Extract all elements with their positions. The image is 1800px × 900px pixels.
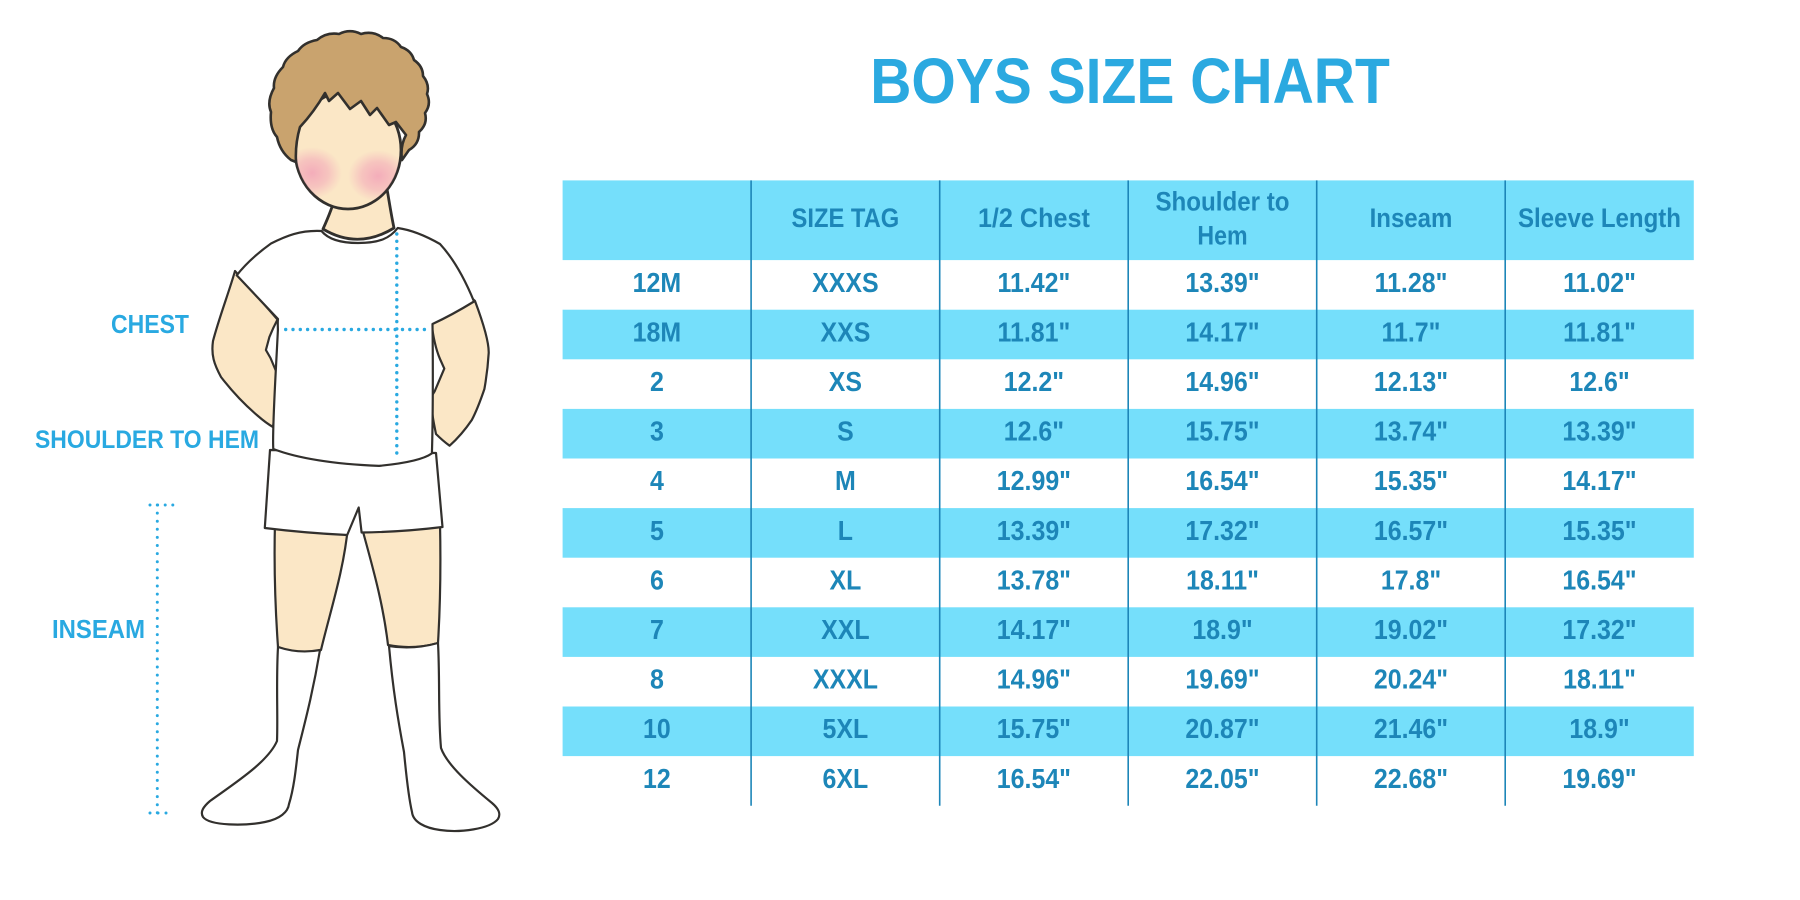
svg-text:CHEST: CHEST	[111, 309, 189, 339]
svg-text:12.2": 12.2"	[1004, 366, 1064, 397]
svg-text:18.9": 18.9"	[1192, 614, 1252, 645]
svg-text:14.96": 14.96"	[1185, 366, 1259, 397]
svg-text:M: M	[835, 465, 856, 496]
svg-text:XXXL: XXXL	[813, 664, 878, 695]
svg-text:L: L	[838, 515, 853, 546]
svg-text:7: 7	[650, 614, 664, 645]
svg-text:20.87": 20.87"	[1185, 713, 1259, 744]
svg-text:5XL: 5XL	[823, 713, 869, 744]
svg-text:22.05": 22.05"	[1185, 763, 1259, 794]
svg-text:11.81": 11.81"	[998, 316, 1071, 347]
svg-text:11.7": 11.7"	[1382, 316, 1441, 347]
svg-text:Shoulder to: Shoulder to	[1155, 187, 1289, 217]
svg-text:16.54": 16.54"	[1185, 465, 1259, 496]
svg-text:XL: XL	[830, 564, 862, 595]
svg-text:12: 12	[643, 763, 671, 794]
svg-text:17.32": 17.32"	[1185, 515, 1259, 546]
svg-text:14.96": 14.96"	[997, 664, 1071, 695]
svg-text:XS: XS	[829, 366, 862, 397]
svg-text:4: 4	[650, 465, 664, 496]
svg-text:13.39": 13.39"	[997, 515, 1071, 546]
svg-text:XXS: XXS	[820, 316, 870, 347]
svg-text:13.74": 13.74"	[1374, 416, 1448, 447]
svg-text:18.9": 18.9"	[1569, 713, 1629, 744]
svg-text:13.78": 13.78"	[997, 564, 1071, 595]
svg-text:14.17": 14.17"	[1562, 465, 1636, 496]
svg-text:Hem: Hem	[1197, 220, 1247, 250]
svg-text:14.17": 14.17"	[1185, 316, 1259, 347]
svg-text:INSEAM: INSEAM	[52, 614, 145, 644]
svg-text:1/2 Chest: 1/2 Chest	[978, 203, 1090, 233]
svg-text:BOYS SIZE CHART: BOYS SIZE CHART	[870, 45, 1390, 117]
svg-text:11.81": 11.81"	[1563, 316, 1636, 347]
svg-text:19.69": 19.69"	[1185, 664, 1259, 695]
svg-text:12.6": 12.6"	[1004, 416, 1064, 447]
svg-text:12.13": 12.13"	[1374, 366, 1448, 397]
svg-text:15.35": 15.35"	[1374, 465, 1448, 496]
svg-text:12.6": 12.6"	[1569, 366, 1629, 397]
svg-text:17.32": 17.32"	[1562, 614, 1636, 645]
svg-text:12M: 12M	[633, 267, 682, 298]
svg-text:2: 2	[650, 366, 664, 397]
svg-text:13.39": 13.39"	[1562, 416, 1636, 447]
svg-text:10: 10	[643, 713, 671, 744]
svg-text:18M: 18M	[633, 316, 682, 347]
svg-text:11.42": 11.42"	[998, 267, 1071, 298]
svg-text:Sleeve Length: Sleeve Length	[1518, 203, 1681, 233]
svg-text:16.57": 16.57"	[1374, 515, 1448, 546]
svg-text:14.17": 14.17"	[997, 614, 1071, 645]
svg-text:5: 5	[650, 515, 664, 546]
svg-text:XXXS: XXXS	[812, 267, 879, 298]
svg-text:15.75": 15.75"	[1185, 416, 1259, 447]
svg-text:XXL: XXL	[821, 614, 870, 645]
svg-text:15.75": 15.75"	[997, 713, 1071, 744]
svg-text:6: 6	[650, 564, 664, 595]
svg-text:16.54": 16.54"	[1562, 564, 1636, 595]
svg-text:11.28": 11.28"	[1375, 267, 1448, 298]
svg-text:20.24": 20.24"	[1374, 664, 1448, 695]
svg-text:S: S	[837, 416, 854, 447]
svg-text:3: 3	[650, 416, 664, 447]
svg-text:22.68": 22.68"	[1374, 763, 1448, 794]
svg-text:SIZE TAG: SIZE TAG	[792, 203, 900, 233]
svg-text:11.02": 11.02"	[1563, 267, 1636, 298]
svg-text:12.99": 12.99"	[997, 465, 1071, 496]
svg-text:18.11": 18.11"	[1186, 564, 1259, 595]
svg-text:6XL: 6XL	[823, 763, 869, 794]
svg-text:21.46": 21.46"	[1374, 713, 1448, 744]
svg-text:Inseam: Inseam	[1370, 203, 1453, 233]
svg-text:13.39": 13.39"	[1185, 267, 1259, 298]
svg-text:8: 8	[650, 664, 664, 695]
svg-text:19.69": 19.69"	[1562, 763, 1636, 794]
svg-text:17.8": 17.8"	[1381, 564, 1441, 595]
svg-text:18.11": 18.11"	[1563, 664, 1636, 695]
svg-text:16.54": 16.54"	[997, 763, 1071, 794]
svg-text:15.35": 15.35"	[1562, 515, 1636, 546]
svg-text:19.02": 19.02"	[1374, 614, 1448, 645]
svg-text:SHOULDER TO HEM: SHOULDER TO HEM	[35, 426, 259, 454]
